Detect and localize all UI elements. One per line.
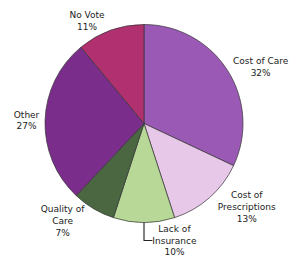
svg-text:Other27%: Other27% — [14, 110, 40, 132]
svg-text:Cost ofPrescriptions13%: Cost ofPrescriptions13% — [218, 190, 276, 223]
svg-text:Cost of Care32%: Cost of Care32% — [233, 56, 289, 78]
svg-text:Quality ofCare7%: Quality ofCare7% — [41, 204, 86, 237]
svg-text:Lack ofInsurance10%: Lack ofInsurance10% — [152, 224, 197, 257]
svg-text:No Vote11%: No Vote11% — [69, 10, 105, 32]
